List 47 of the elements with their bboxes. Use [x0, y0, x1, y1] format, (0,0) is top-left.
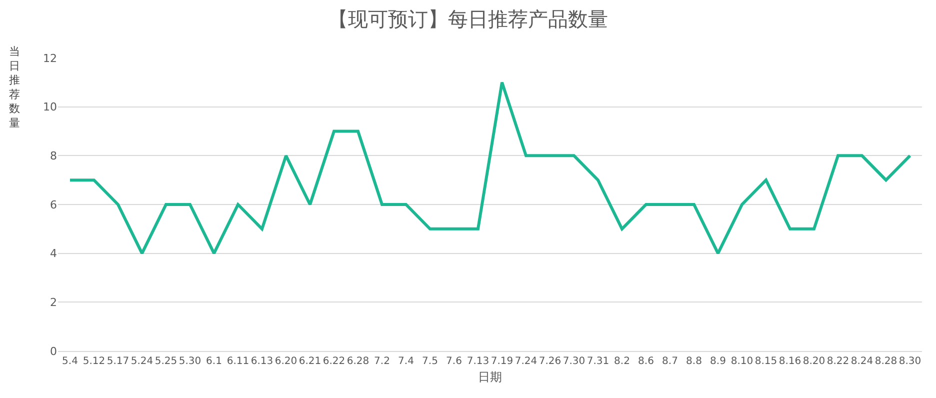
x-tick-label: 8.16: [778, 356, 802, 367]
x-tick-label: 6.11: [226, 356, 250, 367]
chart-title: 【现可预订】每日推荐产品数量: [328, 6, 608, 31]
x-tick-label: 7.13: [466, 356, 490, 367]
x-tick-label: 8.6: [638, 356, 654, 367]
x-tick-label: 8.9: [710, 356, 726, 367]
x-tick-label: 8.24: [850, 356, 874, 367]
y-tick-label: 8: [50, 150, 57, 163]
y-tick-label: 0: [50, 344, 57, 358]
y-tick-label: 12: [43, 52, 57, 65]
x-tick-label: 8.30: [898, 356, 922, 367]
x-tick-label: 8.22: [826, 356, 850, 367]
x-tick-label: 6.28: [346, 356, 370, 367]
x-tick-label: 5.17: [106, 356, 130, 367]
y-tick-label: 10: [43, 100, 57, 114]
x-tick-label: 5.12: [82, 356, 106, 367]
x-axis-title: 日期: [478, 370, 502, 384]
x-tick-label: 6.1: [206, 356, 222, 367]
x-tick-label: 7.30: [562, 356, 586, 367]
x-tick-label: 6.13: [250, 356, 274, 367]
x-tick-label: 7.19: [490, 356, 514, 367]
x-tick-label: 8.7: [662, 356, 678, 367]
x-tick-label: 8.28: [874, 356, 898, 367]
x-tick-label: 7.6: [446, 356, 462, 367]
y-axis-title: 当日推荐数量: [9, 45, 20, 130]
x-tick-label: 7.2: [374, 356, 390, 367]
x-tick-label: 7.5: [422, 356, 438, 367]
x-tick-label: 5.24: [130, 356, 154, 367]
x-tick-label: 7.31: [586, 356, 610, 367]
x-tick-label: 8.2: [614, 356, 630, 367]
x-tick-label: 5.4: [62, 356, 78, 367]
y-tick-label: 6: [50, 198, 57, 212]
x-tick-label: 5.25: [154, 356, 178, 367]
x-tick-label: 8.8: [686, 356, 702, 367]
y-tick-label: 2: [50, 296, 57, 310]
x-tick-label: 6.21: [298, 356, 322, 367]
x-tick-label: 8.20: [802, 356, 826, 367]
x-tick-label: 7.24: [514, 356, 538, 367]
y-tick-label: 4: [50, 247, 57, 260]
x-tick-label: 8.10: [730, 356, 754, 367]
x-tick-label: 7.4: [398, 356, 414, 367]
x-tick-label: 8.15: [754, 356, 778, 367]
line-series: [68, 80, 912, 255]
x-tick-label: 6.22: [322, 356, 346, 367]
x-tick-label: 6.20: [274, 356, 298, 367]
x-tick-label: 7.26: [538, 356, 562, 367]
x-tick-label: 5.30: [178, 356, 202, 367]
